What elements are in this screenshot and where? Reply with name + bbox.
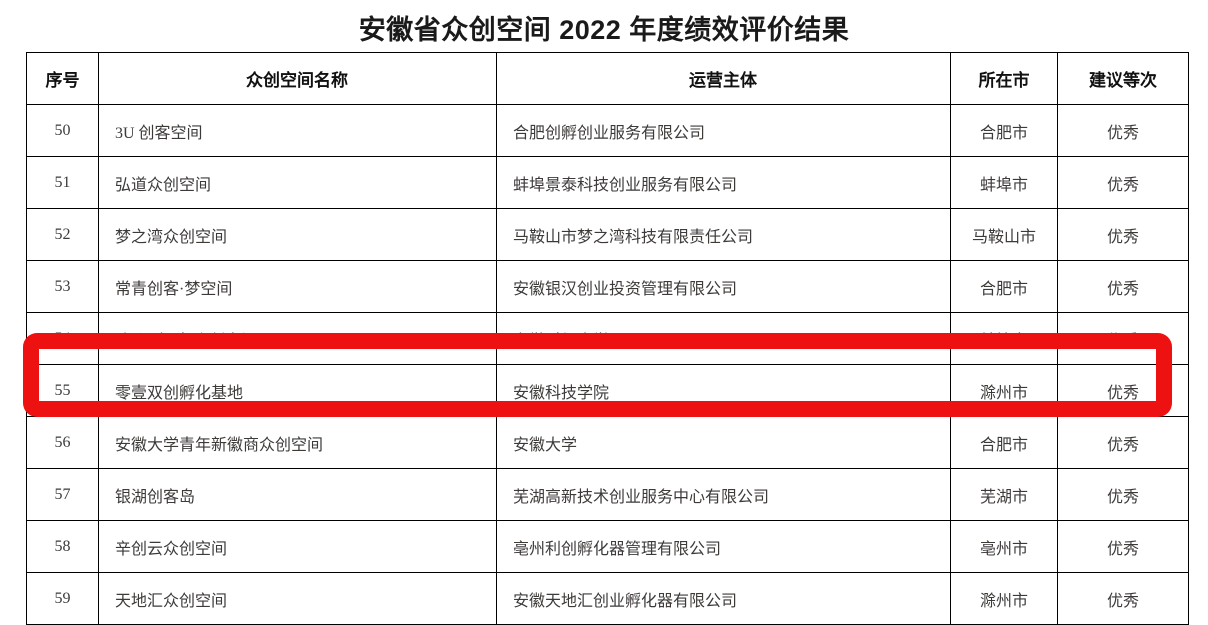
column-header-index: 序号 xyxy=(26,52,99,105)
cell-operator: 安徽科技学院 xyxy=(496,364,951,417)
cell-grade: 优秀 xyxy=(1057,572,1189,625)
column-header-name: 众创空间名称 xyxy=(98,52,497,105)
cell-city: 合肥市 xyxy=(950,260,1058,313)
cell-name: 辛创云众创空间 xyxy=(98,520,497,573)
cell-name: “智汇安财”众创空间 xyxy=(98,312,497,365)
cell-operator: 合肥创孵创业服务有限公司 xyxy=(496,104,951,157)
table-row: 56 安徽大学青年新徽商众创空间 安徽大学 合肥市 优秀 xyxy=(26,416,1189,469)
cell-index: 52 xyxy=(26,208,99,261)
cell-index: 50 xyxy=(26,104,99,157)
table-row: 53 常青创客·梦空间 安徽银汉创业投资管理有限公司 合肥市 优秀 xyxy=(26,260,1189,313)
cell-name: 零壹双创孵化基地 xyxy=(98,364,497,417)
cell-grade: 优秀 xyxy=(1057,260,1189,313)
cell-index: 57 xyxy=(26,468,99,521)
cell-index: 51 xyxy=(26,156,99,209)
cell-grade: 优秀 xyxy=(1057,364,1189,417)
column-header-city: 所在市 xyxy=(950,52,1058,105)
cell-operator: 安徽银汉创业投资管理有限公司 xyxy=(496,260,951,313)
cell-grade: 优秀 xyxy=(1057,208,1189,261)
cell-operator: 安徽财经大学 xyxy=(496,312,951,365)
cell-operator: 亳州利创孵化器管理有限公司 xyxy=(496,520,951,573)
cell-name: 安徽大学青年新徽商众创空间 xyxy=(98,416,497,469)
cell-city: 蚌埠市 xyxy=(950,156,1058,209)
cell-city: 合肥市 xyxy=(950,416,1058,469)
cell-operator: 芜湖高新技术创业服务中心有限公司 xyxy=(496,468,951,521)
table-header-row: 序号 众创空间名称 运营主体 所在市 建议等次 xyxy=(26,52,1189,105)
cell-index: 56 xyxy=(26,416,99,469)
cell-grade: 优秀 xyxy=(1057,312,1189,365)
table-body: 50 3U 创客空间 合肥创孵创业服务有限公司 合肥市 优秀 51 弘道众创空间… xyxy=(26,104,1189,625)
cell-name: 弘道众创空间 xyxy=(98,156,497,209)
table-row: 51 弘道众创空间 蚌埠景泰科技创业服务有限公司 蚌埠市 优秀 xyxy=(26,156,1189,209)
cell-city: 合肥市 xyxy=(950,104,1058,157)
results-table-container: 序号 众创空间名称 运营主体 所在市 建议等次 50 3U 创客空间 合肥创孵创… xyxy=(26,52,1189,625)
cell-name: 银湖创客岛 xyxy=(98,468,497,521)
cell-city: 蚌埠市 xyxy=(950,312,1058,365)
cell-grade: 优秀 xyxy=(1057,468,1189,521)
cell-name: 3U 创客空间 xyxy=(98,104,497,157)
cell-grade: 优秀 xyxy=(1057,156,1189,209)
cell-name: 梦之湾众创空间 xyxy=(98,208,497,261)
cell-operator: 安徽大学 xyxy=(496,416,951,469)
table-row: 52 梦之湾众创空间 马鞍山市梦之湾科技有限责任公司 马鞍山市 优秀 xyxy=(26,208,1189,261)
cell-operator: 蚌埠景泰科技创业服务有限公司 xyxy=(496,156,951,209)
cell-city: 滁州市 xyxy=(950,364,1058,417)
column-header-grade: 建议等次 xyxy=(1057,52,1189,105)
table-row-highlighted: 55 零壹双创孵化基地 安徽科技学院 滁州市 优秀 xyxy=(26,364,1189,417)
table-header: 序号 众创空间名称 运营主体 所在市 建议等次 xyxy=(26,52,1189,105)
cell-index: 55 xyxy=(26,364,99,417)
cell-city: 马鞍山市 xyxy=(950,208,1058,261)
table-row: 50 3U 创客空间 合肥创孵创业服务有限公司 合肥市 优秀 xyxy=(26,104,1189,157)
cell-grade: 优秀 xyxy=(1057,416,1189,469)
cell-index: 58 xyxy=(26,520,99,573)
table-row: 58 辛创云众创空间 亳州利创孵化器管理有限公司 亳州市 优秀 xyxy=(26,520,1189,573)
cell-grade: 优秀 xyxy=(1057,104,1189,157)
cell-city: 亳州市 xyxy=(950,520,1058,573)
table-row: 54 “智汇安财”众创空间 安徽财经大学 蚌埠市 优秀 xyxy=(26,312,1189,365)
cell-index: 59 xyxy=(26,572,99,625)
table-row: 59 天地汇众创空间 安徽天地汇创业孵化器有限公司 滁州市 优秀 xyxy=(26,572,1189,625)
cell-name: 常青创客·梦空间 xyxy=(98,260,497,313)
table-row: 57 银湖创客岛 芜湖高新技术创业服务中心有限公司 芜湖市 优秀 xyxy=(26,468,1189,521)
column-header-operator: 运营主体 xyxy=(496,52,951,105)
cell-index: 54 xyxy=(26,312,99,365)
cell-operator: 安徽天地汇创业孵化器有限公司 xyxy=(496,572,951,625)
cell-index: 53 xyxy=(26,260,99,313)
cell-operator: 马鞍山市梦之湾科技有限责任公司 xyxy=(496,208,951,261)
page-title: 安徽省众创空间 2022 年度绩效评价结果 xyxy=(358,15,850,45)
cell-name: 天地汇众创空间 xyxy=(98,572,497,625)
results-table: 序号 众创空间名称 运营主体 所在市 建议等次 50 3U 创客空间 合肥创孵创… xyxy=(26,52,1189,625)
document-page: 安徽省众创空间 2022 年度绩效评价结果 序号 众创空间名称 运营主体 所在市… xyxy=(23,15,1189,625)
cell-city: 滁州市 xyxy=(950,572,1058,625)
cell-grade: 优秀 xyxy=(1057,520,1189,573)
cell-city: 芜湖市 xyxy=(950,468,1058,521)
